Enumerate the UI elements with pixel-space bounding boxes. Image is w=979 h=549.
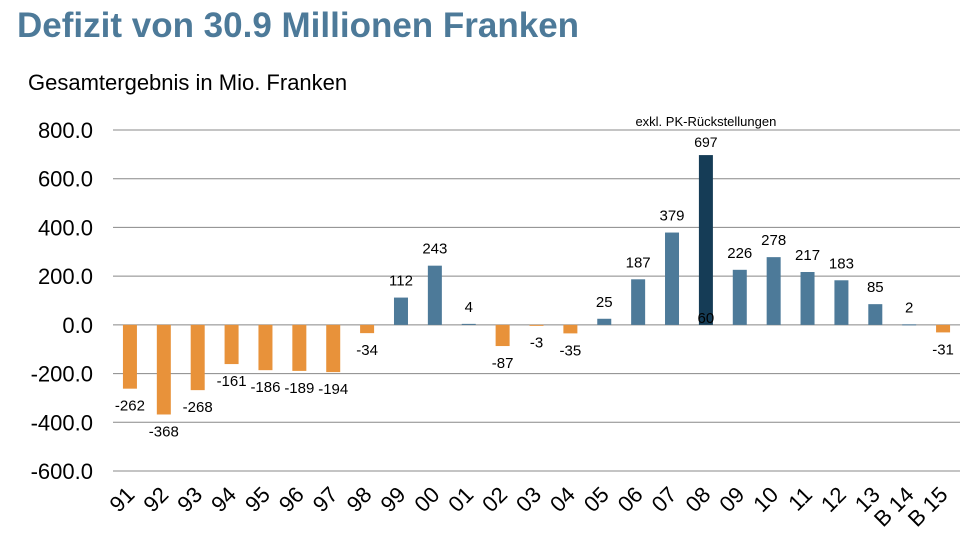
x-tick-label: B 15 bbox=[903, 482, 953, 532]
y-tick-label: -200.0 bbox=[31, 362, 93, 387]
x-tick-label: 04 bbox=[545, 482, 580, 517]
bar bbox=[563, 324, 578, 334]
data-label: -262 bbox=[115, 398, 145, 415]
y-tick-label: 400.0 bbox=[38, 215, 93, 240]
data-label: 2 bbox=[905, 299, 913, 316]
data-label: 278 bbox=[761, 232, 786, 249]
data-label: 25 bbox=[596, 294, 613, 311]
x-tick-label: 91 bbox=[104, 482, 139, 517]
x-tick-label: 10 bbox=[748, 482, 783, 517]
data-label: -34 bbox=[356, 342, 378, 359]
y-tick-label: 0.0 bbox=[62, 313, 93, 338]
x-tick-label: 98 bbox=[342, 482, 377, 517]
x-tick-label: 12 bbox=[816, 482, 851, 517]
bar bbox=[360, 324, 375, 334]
x-tick-label: 95 bbox=[240, 482, 275, 517]
bar bbox=[631, 279, 646, 325]
x-tick-label: 09 bbox=[714, 482, 749, 517]
bar bbox=[834, 280, 849, 325]
bar bbox=[190, 324, 205, 391]
data-label: -189 bbox=[284, 380, 314, 397]
y-tick-label: -400.0 bbox=[31, 410, 93, 435]
x-tick-label: 01 bbox=[443, 482, 478, 517]
data-label: -368 bbox=[149, 423, 179, 440]
data-label: -3 bbox=[530, 335, 543, 352]
x-tick-label: 03 bbox=[511, 482, 546, 517]
x-tick-label: 00 bbox=[409, 482, 444, 517]
x-tick-label: 08 bbox=[680, 482, 715, 517]
data-label: 217 bbox=[795, 247, 820, 264]
bar bbox=[224, 324, 239, 365]
x-tick-label: 05 bbox=[579, 482, 614, 517]
bar-highlight bbox=[698, 155, 713, 325]
bar bbox=[732, 269, 747, 325]
bar bbox=[292, 324, 307, 371]
data-label: -35 bbox=[560, 342, 582, 359]
x-tick-label: 97 bbox=[308, 482, 343, 517]
data-label: -31 bbox=[932, 341, 954, 358]
chart-title: Defizit von 30.9 Millionen Franken bbox=[17, 6, 580, 45]
data-label: 226 bbox=[727, 245, 752, 262]
x-tick-label: 93 bbox=[172, 482, 207, 517]
bar bbox=[122, 324, 137, 389]
data-label: -161 bbox=[217, 373, 247, 390]
y-tick-label: 800.0 bbox=[38, 118, 93, 143]
bar bbox=[258, 324, 273, 371]
bar bbox=[868, 304, 883, 325]
y-tick-label: 600.0 bbox=[38, 167, 93, 192]
data-label: 243 bbox=[422, 241, 447, 258]
data-label: -194 bbox=[318, 381, 348, 398]
y-tick-label: 200.0 bbox=[38, 264, 93, 289]
bar bbox=[800, 272, 815, 325]
bar bbox=[393, 297, 408, 325]
bar bbox=[495, 324, 510, 347]
x-tick-label: 99 bbox=[376, 482, 411, 517]
annotation: exkl. PK-Rückstellungen bbox=[635, 114, 776, 129]
chart-subtitle: Gesamtergebnis in Mio. Franken bbox=[28, 70, 348, 95]
data-label: -186 bbox=[250, 379, 280, 396]
bar bbox=[902, 324, 917, 326]
x-tick-label: 02 bbox=[477, 482, 512, 517]
bar bbox=[665, 232, 680, 325]
data-label: 85 bbox=[867, 279, 884, 296]
data-label: 379 bbox=[660, 208, 685, 225]
bar bbox=[461, 323, 476, 325]
x-tick-label: 92 bbox=[138, 482, 173, 517]
bar bbox=[529, 324, 544, 326]
data-label: 4 bbox=[465, 299, 473, 316]
x-tick-label: 07 bbox=[647, 482, 682, 517]
data-label-highlight: 697 bbox=[694, 134, 718, 150]
data-label: 112 bbox=[389, 273, 413, 290]
y-tick-label: -600.0 bbox=[31, 459, 93, 484]
data-label: 187 bbox=[626, 254, 651, 271]
bar bbox=[326, 324, 341, 373]
x-tick-label: 96 bbox=[274, 482, 309, 517]
data-label: 60 bbox=[698, 310, 715, 327]
data-label: -87 bbox=[492, 355, 514, 372]
x-tick-label: 94 bbox=[206, 482, 241, 517]
bar bbox=[427, 265, 442, 325]
bar bbox=[936, 324, 951, 333]
x-tick-label: 11 bbox=[783, 482, 817, 516]
x-tick-label: 06 bbox=[613, 482, 648, 517]
bar bbox=[156, 324, 171, 415]
bar bbox=[766, 257, 781, 325]
data-label: 183 bbox=[829, 255, 854, 272]
bar bbox=[597, 318, 612, 325]
data-label: -268 bbox=[183, 399, 213, 416]
